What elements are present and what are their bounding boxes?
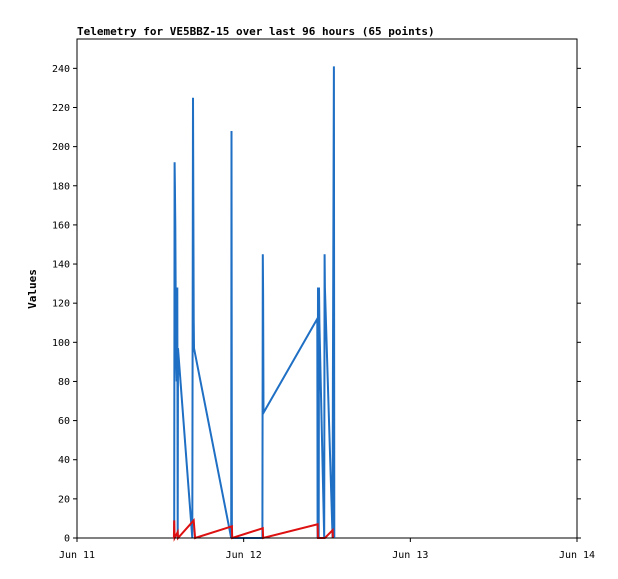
x-axis: Jun 11 Jun 12 Jun 13 Jun 14	[59, 538, 595, 561]
y-tick-label: 60	[58, 416, 70, 427]
y-axis: 0 20 40 60 80 100 120 140 160 180 200 220 240	[52, 64, 581, 545]
y-tick-label: 200	[52, 142, 70, 153]
plot-area	[76, 38, 578, 539]
y-tick-label: 240	[52, 64, 70, 75]
y-tick-label: 180	[52, 181, 70, 192]
x-tick-label: Jun 13	[392, 550, 428, 561]
x-tick-label: Jun 11	[59, 550, 95, 561]
y-tick-label: 0	[64, 534, 70, 545]
x-tick-label: Jun 14	[559, 550, 595, 561]
y-tick-label: 40	[58, 455, 70, 466]
y-tick-label: 100	[52, 338, 70, 349]
y-axis-label: Values	[26, 269, 39, 309]
series-layer	[172, 66, 336, 542]
y-tick-label: 20	[58, 494, 70, 505]
chart-title: Telemetry for VE5BBZ-15 over last 96 hou…	[77, 25, 435, 38]
y-tick-label: 120	[52, 299, 70, 310]
y-tick-label: 220	[52, 103, 70, 114]
x-tick-label: Jun 12	[226, 550, 262, 561]
y-tick-label: 80	[58, 377, 70, 388]
y-tick-label: 160	[52, 220, 70, 231]
y-tick-label: 140	[52, 260, 70, 271]
